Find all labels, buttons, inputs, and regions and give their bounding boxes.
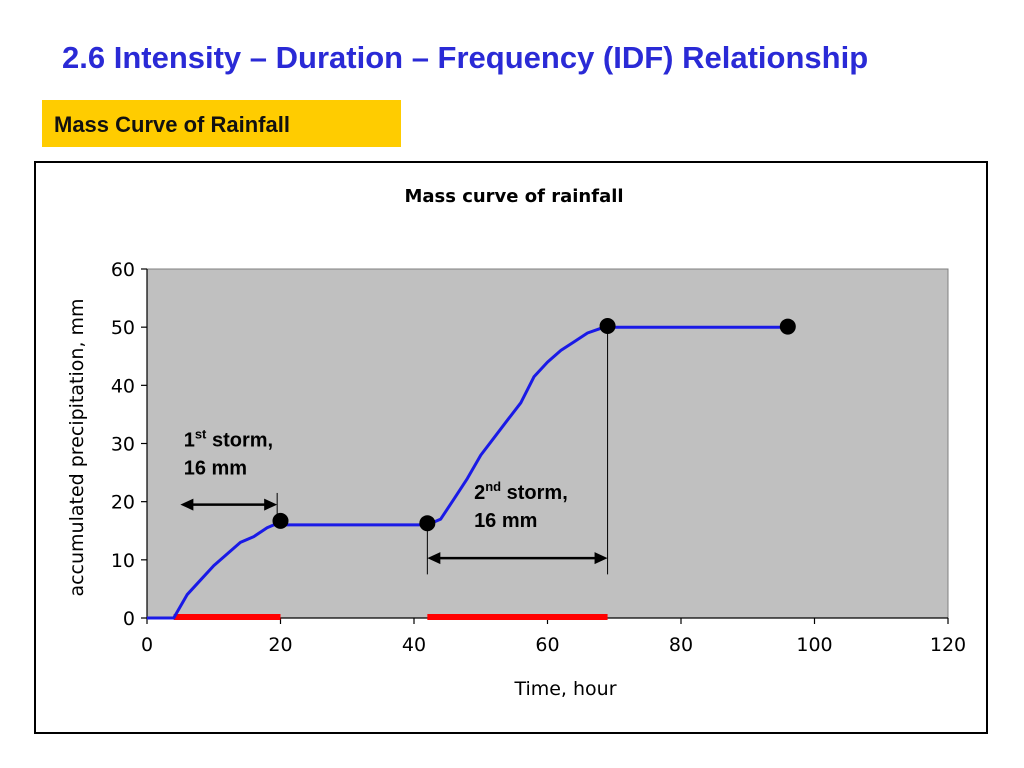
x-tick-label: 60 [535, 634, 559, 656]
annotation-line-1: 2nd storm, [474, 479, 568, 504]
data-point-marker [779, 318, 796, 335]
arrow-head-right [264, 498, 278, 511]
x-tick-label: 120 [930, 634, 966, 656]
slide-title: 2.6 Intensity – Duration – Frequency (ID… [62, 40, 869, 75]
data-point-marker [599, 318, 616, 335]
chart-title: Mass curve of rainfall [404, 186, 623, 207]
chart-frame: Mass curve of rainfall 0 20 40 60 80 100 120 0 1… [34, 161, 988, 734]
arrow-head-left [180, 498, 194, 511]
x-axis-label: Time, hour [513, 678, 616, 700]
y-tick-label: 40 [111, 375, 135, 397]
arrow-head-right [594, 552, 608, 565]
annotation-line-1: 1st storm, [184, 426, 273, 451]
data-point-marker [272, 512, 289, 529]
data-point-marker [419, 515, 436, 532]
plot-area [146, 268, 949, 619]
x-tick-label: 40 [402, 634, 426, 656]
x-tick-label: 20 [268, 634, 292, 656]
arrow-head-left [427, 552, 441, 565]
annotation-line-2: 16 mm [474, 510, 537, 532]
section-banner: Mass Curve of Rainfall [42, 100, 401, 147]
y-tick-label: 60 [111, 259, 135, 281]
y-tick-label: 30 [111, 434, 135, 456]
section-label: Mass Curve of Rainfall [54, 112, 290, 137]
x-tick-label: 80 [669, 634, 693, 656]
series-line [147, 325, 788, 620]
y-tick-label: 10 [111, 550, 135, 572]
x-tick-label: 0 [141, 634, 153, 656]
y-tick-label: 20 [111, 492, 135, 514]
annotation-line-2: 16 mm [184, 457, 247, 479]
y-axis-label: accumulated precipitation, mm [66, 298, 88, 596]
mass-curve-chart: Mass curve of rainfall 0 20 40 60 80 100 120 0 1… [66, 186, 966, 700]
x-tick-label: 100 [796, 634, 832, 656]
y-tick-label: 50 [111, 317, 135, 339]
y-tick-label: 0 [123, 608, 135, 630]
